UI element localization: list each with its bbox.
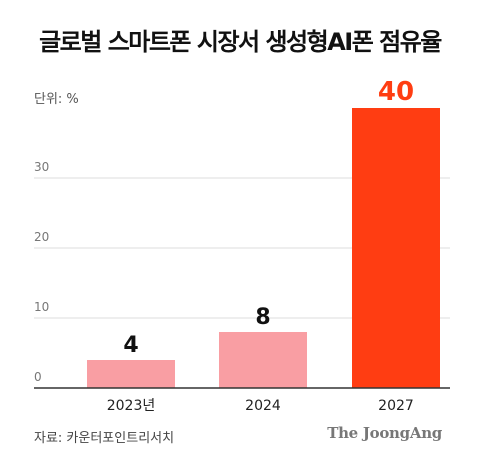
- x-tick-label: 2024: [245, 398, 281, 414]
- source-note: 자료: 카운터포인트리서치: [34, 431, 175, 446]
- x-tick-label: 2023년: [107, 398, 156, 414]
- y-tick-label: 10: [34, 300, 49, 314]
- y-tick-label: 0: [34, 370, 42, 384]
- chart-title: 글로벌 스마트폰 시장서 생성형AI폰 점유율: [39, 28, 442, 56]
- unit-label: 단위: %: [34, 92, 79, 107]
- y-tick-label: 20: [34, 230, 49, 244]
- y-tick-label: 30: [34, 160, 49, 174]
- data-label: 8: [255, 305, 270, 330]
- bar: [352, 108, 440, 388]
- bar: [219, 332, 307, 388]
- bar: [87, 360, 175, 388]
- data-label: 40: [378, 77, 414, 107]
- data-label: 4: [123, 333, 138, 358]
- x-tick-label: 2027: [378, 398, 414, 414]
- publisher-logo: The JoongAng: [327, 424, 442, 442]
